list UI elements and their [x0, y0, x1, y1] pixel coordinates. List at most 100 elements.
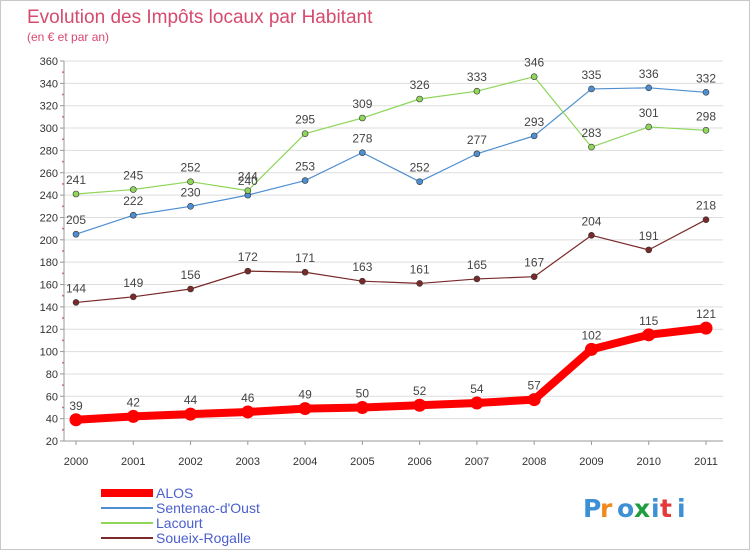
x-tick-label: 2008 — [522, 456, 546, 468]
data-point — [72, 190, 80, 198]
data-point — [187, 202, 194, 210]
y-tick-label: 300 — [40, 123, 58, 135]
data-label: 309 — [352, 97, 372, 111]
grid — [64, 60, 723, 442]
logo-letter: t — [660, 494, 672, 523]
y-tick-label: 240 — [40, 190, 58, 202]
data-label: 42 — [127, 395, 141, 409]
logo-letter: o — [617, 494, 634, 523]
y-tick-label: 360 — [40, 56, 58, 68]
data-point — [184, 407, 198, 421]
chart-title: Evolution des Impôts locaux par Habitant — [27, 7, 373, 28]
data-label: 156 — [181, 268, 201, 282]
y-tick-label: 260 — [40, 168, 58, 180]
series-line — [75, 76, 707, 195]
y-tick-label: 100 — [40, 347, 58, 359]
data-label: 218 — [696, 199, 716, 213]
data-label: 46 — [241, 391, 255, 405]
y-minor-tick — [62, 250, 64, 252]
data-label: 240 — [238, 174, 258, 188]
data-label: 336 — [639, 67, 659, 81]
data-label: 278 — [352, 132, 372, 146]
data-point — [187, 178, 194, 186]
data-point — [301, 130, 309, 137]
y-tick-label: 200 — [40, 235, 58, 247]
data-point — [473, 275, 481, 283]
data-point — [530, 132, 538, 140]
logo-letter: i — [651, 494, 660, 523]
y-tick-label: 320 — [40, 101, 58, 113]
x-tick-label: 2000 — [64, 456, 88, 468]
data-label: 332 — [696, 71, 716, 85]
data-label: 252 — [410, 161, 430, 175]
data-point — [645, 246, 653, 254]
data-point — [530, 273, 538, 281]
y-minor-tick — [62, 227, 64, 230]
legend-label: Soueix-Rogalle — [156, 530, 251, 546]
data-point — [588, 143, 595, 151]
data-point — [702, 126, 710, 134]
data-label: 230 — [181, 185, 201, 199]
data-label: 44 — [184, 393, 198, 407]
data-point — [642, 328, 656, 342]
data-label: 163 — [352, 260, 372, 274]
data-point — [645, 123, 653, 131]
data-label: 333 — [467, 70, 487, 84]
data-point — [416, 280, 423, 287]
x-tick-label: 2011 — [694, 456, 718, 468]
data-point — [129, 186, 137, 193]
chart-subtitle: (en € et par an) — [27, 30, 109, 44]
y-minor-tick — [62, 183, 64, 185]
data-label: 49 — [298, 388, 312, 402]
data-label: 144 — [66, 281, 86, 295]
x-tick-label: 2001 — [121, 456, 145, 468]
y-minor-tick — [62, 160, 64, 163]
logo-letter: r — [600, 494, 613, 523]
data-label: 301 — [639, 106, 659, 120]
data-point — [129, 293, 137, 301]
data-point — [473, 87, 481, 95]
data-label: 244 — [238, 170, 258, 184]
data-label: 204 — [581, 214, 601, 228]
legend-label: ALOS — [156, 485, 193, 501]
y-minor-tick — [62, 115, 64, 118]
data-label: 295 — [295, 113, 315, 127]
data-label: 252 — [181, 161, 201, 175]
series-line — [75, 87, 707, 235]
data-label: 222 — [123, 194, 143, 208]
data-label: 253 — [295, 160, 315, 174]
data-point — [359, 114, 366, 122]
series-line — [72, 324, 710, 424]
data-point — [702, 216, 710, 224]
legend-label: Lacourt — [156, 515, 203, 531]
y-minor-tick — [62, 294, 64, 297]
y-tick-label: 220 — [40, 212, 58, 224]
data-label: 57 — [528, 379, 542, 393]
logo-letter: i — [677, 494, 686, 523]
x-tick-label: 2002 — [178, 456, 202, 468]
data-point — [355, 400, 369, 414]
data-point — [298, 402, 312, 416]
data-label: 115 — [639, 314, 658, 328]
data-label: 245 — [123, 169, 143, 183]
data-point — [473, 150, 481, 158]
series-lines — [69, 73, 713, 427]
y-tick-label: 20 — [46, 436, 58, 448]
data-label: 172 — [238, 250, 258, 264]
logo-letter: x — [634, 494, 650, 523]
data-point — [359, 277, 366, 285]
y-minor-tick — [62, 272, 64, 275]
x-tick-label: 2005 — [350, 456, 374, 468]
data-point — [645, 84, 653, 92]
data-label: 283 — [581, 126, 601, 140]
data-label: 121 — [696, 307, 716, 321]
data-point — [413, 398, 427, 412]
y-tick-label: 160 — [40, 280, 58, 292]
data-label: 326 — [410, 78, 430, 92]
data-label: 277 — [467, 133, 487, 147]
data-label: 39 — [69, 399, 83, 413]
data-point — [588, 85, 595, 93]
data-label: 205 — [66, 213, 86, 227]
